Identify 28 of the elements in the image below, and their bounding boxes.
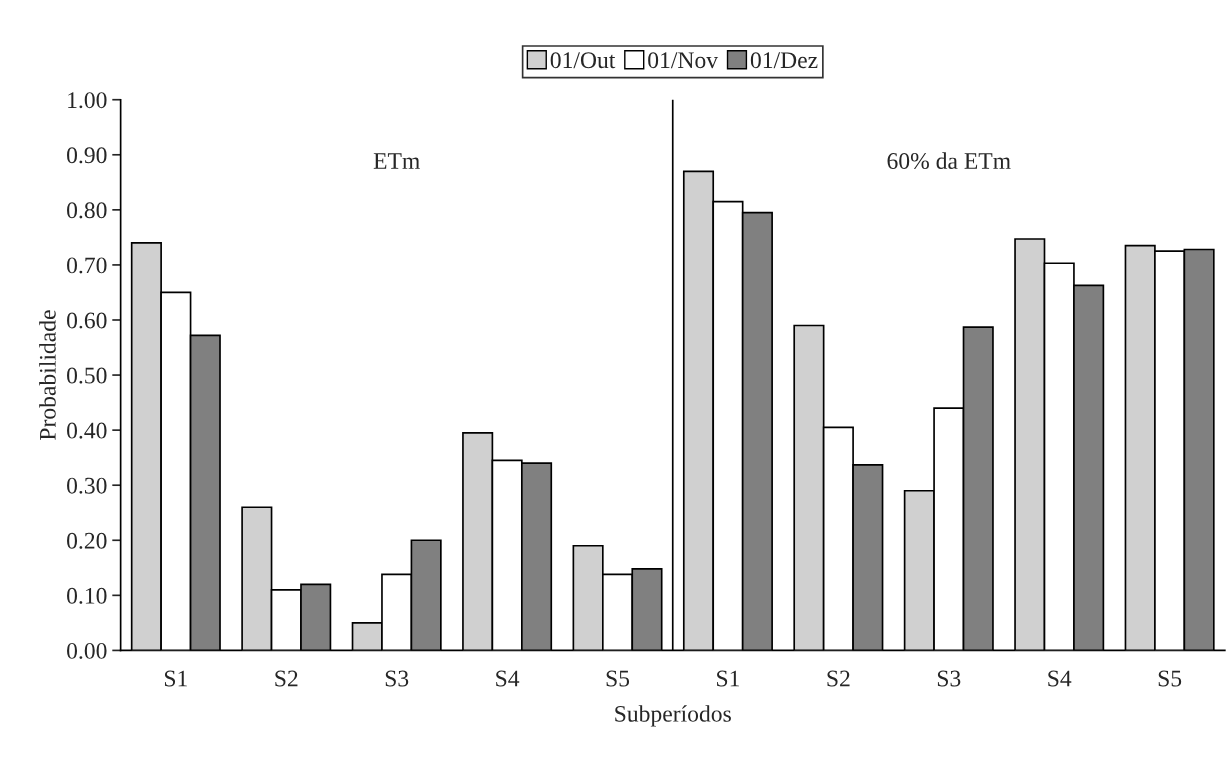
annotation: 60% da ETm <box>887 152 1011 170</box>
annotation: ETm <box>373 153 420 169</box>
x-tick-label: S4 <box>496 670 520 687</box>
x-tick-label: S1 <box>164 670 187 687</box>
y-tick-label: 0.90 <box>67 147 107 164</box>
y-tick-label: 1.00 <box>68 92 107 109</box>
x-tick-label: S3 <box>385 670 409 687</box>
y-axis-title: Probabilidade <box>39 310 56 440</box>
y-tick-label: 0.20 <box>67 532 107 549</box>
y-tick-label: 0.10 <box>67 587 107 604</box>
x-tick-label: S5 <box>1158 670 1182 687</box>
x-tick-label: S2 <box>275 670 298 687</box>
legend-label: 01/Nov <box>648 52 719 69</box>
y-tick-label: 0.00 <box>67 642 107 659</box>
legend-label: 01/Out <box>550 52 616 69</box>
y-tick-label: 0.60 <box>67 312 107 329</box>
x-tick-label: S1 <box>717 670 739 687</box>
y-tick-label: 0.50 <box>67 367 107 384</box>
y-tick-label: 0.70 <box>67 257 107 274</box>
y-tick-label: 0.40 <box>67 422 107 439</box>
x-tick-label: S3 <box>937 670 961 687</box>
legend-label: 01/Dez <box>750 52 818 69</box>
x-tick-label: S2 <box>827 670 850 687</box>
x-tick-label: S5 <box>606 670 630 687</box>
y-tick-label: 0.80 <box>67 202 107 219</box>
x-tick-label: S4 <box>1048 670 1072 687</box>
x-axis-title: Subperíodos <box>615 705 731 727</box>
y-tick-label: 0.30 <box>67 477 107 494</box>
